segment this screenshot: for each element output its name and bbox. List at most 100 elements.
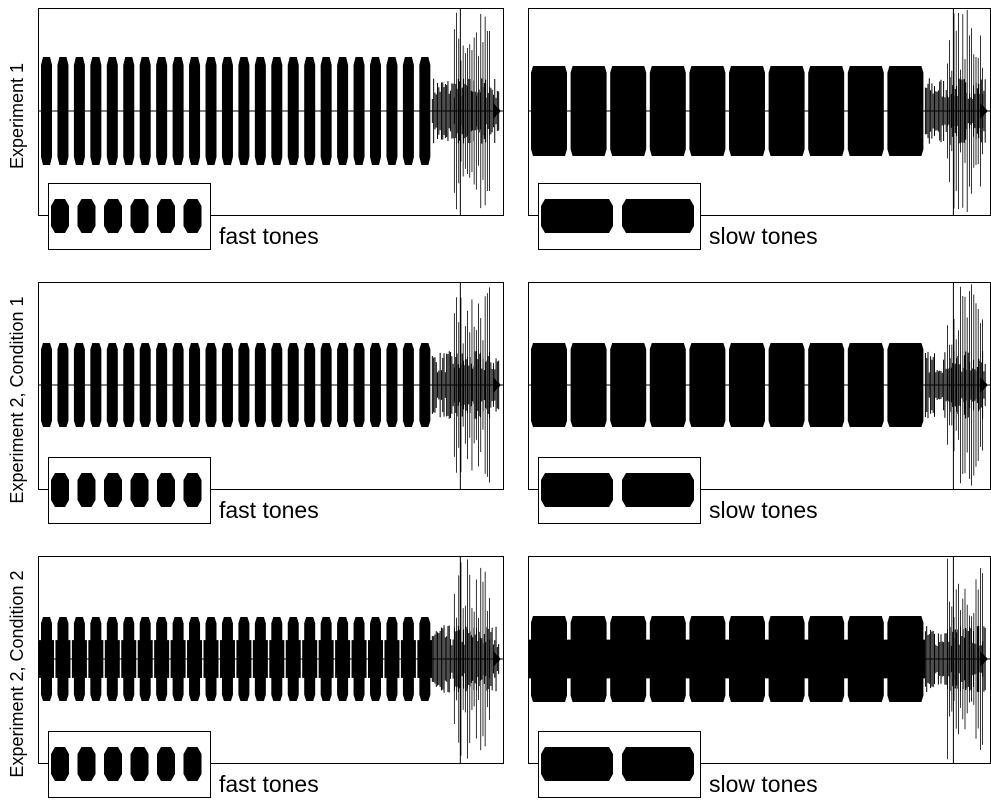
inset-burst [622, 199, 694, 233]
inset-burst [51, 473, 69, 507]
noise-tip [493, 103, 501, 119]
tone-core [727, 639, 767, 679]
noise-tip [493, 377, 501, 393]
tone-core [39, 640, 54, 678]
tone-burst [189, 57, 201, 165]
tone-burst [337, 57, 349, 165]
tone-burst [847, 66, 884, 156]
inset-burst [541, 199, 613, 233]
tone-burst [689, 343, 726, 427]
tone-burst [808, 343, 845, 427]
caption: slow tones [709, 223, 818, 249]
inset-burst [77, 199, 96, 233]
tone-burst [73, 57, 85, 165]
tone-burst [304, 57, 316, 165]
waveform-panel: fast tones [38, 8, 504, 250]
tone-core [568, 639, 609, 679]
tone-core [608, 639, 649, 679]
tone-burst [90, 57, 102, 165]
tone-core [647, 639, 688, 679]
tone-burst [221, 57, 233, 165]
tone-core [55, 640, 71, 678]
tone-burst [353, 57, 365, 165]
inset-burst [622, 747, 694, 781]
inset-burst [130, 747, 149, 781]
tone-core [335, 640, 351, 678]
row-label: Experiment 2, Condition 2 [7, 570, 27, 777]
tone-burst [531, 343, 567, 427]
tone-burst [172, 57, 184, 165]
inset-burst [183, 747, 202, 781]
row-label: Experiment 1 [7, 63, 27, 169]
caption: fast tones [219, 771, 319, 797]
inset-burst [622, 473, 694, 507]
inset-frame [48, 183, 211, 250]
inset-burst [51, 199, 69, 233]
tone-burst [221, 343, 233, 427]
tone-core [219, 640, 235, 678]
inset-burst [541, 747, 613, 781]
tone-burst [123, 343, 135, 427]
inset-burst [104, 747, 122, 781]
waveform-panel: slow tones [528, 556, 991, 798]
tone-core [104, 640, 120, 678]
tone-burst [419, 57, 431, 165]
tone-core [121, 640, 137, 678]
tone-core [88, 640, 104, 678]
tone-burst [531, 66, 567, 156]
waveform-panel: fast tones [38, 556, 504, 798]
panel-frame [38, 8, 504, 216]
tone-burst [254, 343, 266, 427]
tone-burst [419, 343, 431, 427]
tone-burst [41, 343, 52, 427]
caption: fast tones [219, 497, 319, 523]
inset-burst [77, 473, 96, 507]
inset-burst [541, 473, 613, 507]
noise-tip [980, 103, 988, 119]
tone-core [845, 639, 886, 679]
tone-burst [768, 66, 805, 156]
tone-core [269, 640, 285, 678]
tone-burst [649, 343, 686, 427]
tone-core [170, 640, 186, 678]
tone-core [885, 639, 926, 679]
tone-burst [887, 66, 924, 156]
inset-burst [51, 747, 69, 781]
tone-core [687, 639, 728, 679]
caption: slow tones [709, 771, 818, 797]
tone-core [318, 640, 334, 678]
inset-burst [157, 747, 175, 781]
tone-burst [205, 343, 217, 427]
inset-burst [157, 473, 175, 507]
inset-burst [183, 199, 202, 233]
inset-burst [130, 473, 149, 507]
inset-burst [104, 473, 122, 507]
tone-burst [337, 343, 349, 427]
inset-burst [157, 199, 175, 233]
tone-burst [41, 57, 52, 165]
noise-tip [493, 651, 501, 667]
caption: slow tones [709, 497, 818, 523]
panel-frame [38, 282, 504, 490]
tone-burst [287, 57, 299, 165]
tone-burst [139, 343, 151, 427]
tone-burst [304, 343, 316, 427]
tone-burst [57, 343, 69, 427]
tone-burst [729, 343, 765, 427]
tone-core [252, 640, 268, 678]
tone-core [302, 640, 318, 678]
tone-burst [271, 343, 283, 427]
waveform-panel: fast tones [38, 282, 504, 524]
tone-core [384, 640, 400, 678]
tone-core [203, 640, 219, 678]
tone-burst [238, 343, 250, 427]
tone-burst [57, 57, 69, 165]
tone-burst [90, 343, 102, 427]
tone-burst [287, 343, 299, 427]
tone-burst [205, 57, 217, 165]
tone-core [71, 640, 87, 678]
tone-burst [254, 57, 266, 165]
tone-burst [887, 343, 924, 427]
panel-frame [38, 556, 504, 764]
